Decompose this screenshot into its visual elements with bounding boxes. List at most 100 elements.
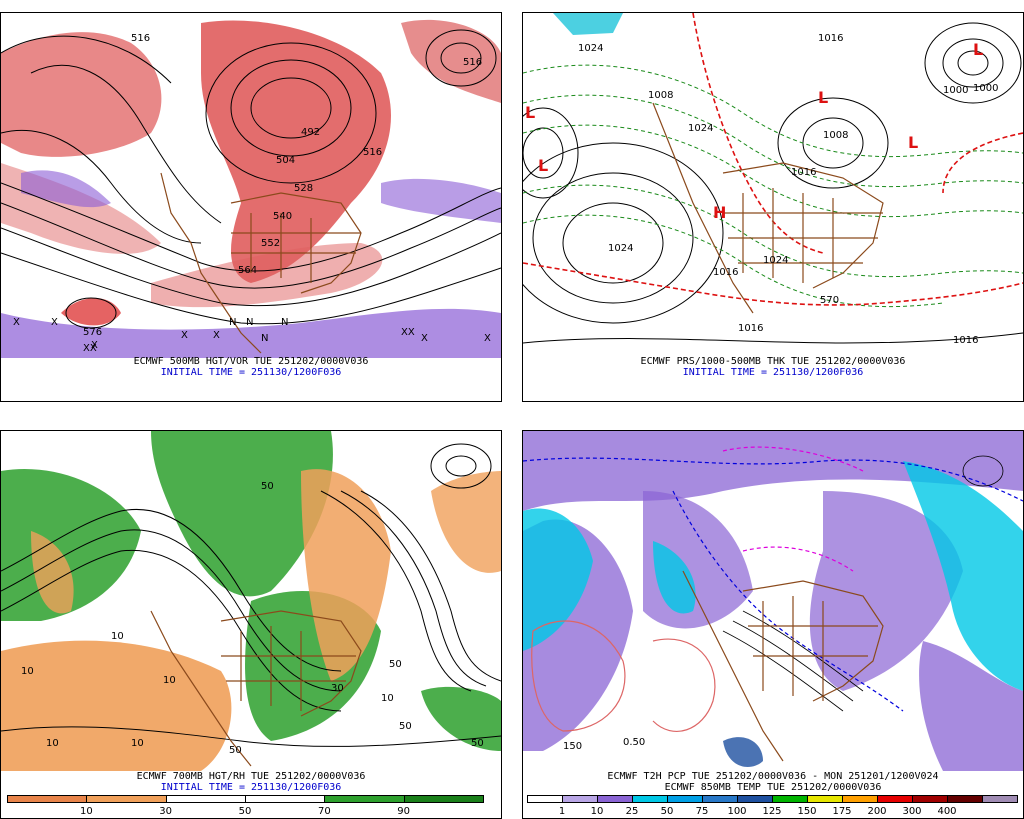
contour-label: 1016	[738, 323, 763, 334]
colorbar-label: 50	[238, 806, 252, 817]
low-pressure-marker: L	[973, 40, 983, 59]
map-precip: 150 0.50	[523, 431, 1023, 771]
contour-label: 10	[163, 675, 176, 686]
map-mslp: 1024 1024 1016 1008 1000 1008 1024 1016 …	[523, 13, 1023, 358]
map-marker: X	[421, 333, 428, 344]
contour-label: 564	[238, 265, 257, 276]
colorbar-swatch	[324, 795, 405, 803]
contour-label: 528	[294, 183, 313, 194]
low-pressure-marker: L	[525, 103, 535, 122]
map-marker: X	[484, 333, 491, 344]
contour-label: 1016	[791, 167, 816, 178]
map-marker: XX	[83, 343, 97, 354]
colorbar-swatch	[86, 795, 167, 803]
panel-title: ECMWF PRS/1000-500MB THK TUE 251202/0000…	[640, 356, 906, 367]
colorbar-label: 100	[727, 806, 747, 817]
colorbar-label: 10	[79, 806, 93, 817]
colorbar-swatch	[245, 795, 326, 803]
colorbar-label: 175	[832, 806, 852, 817]
contour-label: 50	[399, 721, 412, 732]
colorbar-label: 400	[937, 806, 957, 817]
contour-label: 50	[229, 745, 242, 756]
contour-label: 150	[563, 741, 582, 752]
contour-label: 570	[820, 295, 839, 306]
colorbar-swatch	[702, 795, 738, 803]
colorbar-swatch	[842, 795, 878, 803]
colorbar-swatch	[947, 795, 983, 803]
contour-label: 50	[471, 738, 484, 749]
precip-colorbar: 1 10 25 50 75 100 125 150 175 200 300 400	[527, 795, 1018, 817]
contour-label: 10	[46, 738, 59, 749]
colorbar-swatch	[632, 795, 668, 803]
contour-label: 1000	[973, 83, 998, 94]
contour-label: 516	[363, 147, 382, 158]
map-marker: X	[181, 330, 188, 341]
contour-label: 1024	[578, 43, 603, 54]
map-marker: N	[246, 317, 253, 328]
colorbar-label: 1	[558, 806, 566, 817]
map-marker: X	[13, 317, 20, 328]
contour-label: 10	[111, 631, 124, 642]
contour-label: 1008	[648, 90, 673, 101]
colorbar-label: 10	[590, 806, 604, 817]
contour-label: 1016	[713, 267, 738, 278]
contour-label: 516	[131, 33, 150, 44]
colorbar-label: 200	[867, 806, 887, 817]
panel-initial-time: INITIAL TIME = 251130/1200F036	[682, 367, 864, 378]
contour-label: 492	[301, 127, 320, 138]
panel-title: ECMWF 700MB HGT/RH TUE 251202/0000V036	[136, 771, 366, 782]
contour-label: 1008	[823, 130, 848, 141]
panel-precip-850-temp: 150 0.50 ECMWF T2H PCP TUE 251202/0000V0…	[522, 430, 1024, 819]
panel-500mb-hgt-vor: 516 492 504 516 528 540 552 564 576 516 …	[0, 12, 502, 402]
map-marker: N	[281, 317, 288, 328]
contour-label: 516	[463, 57, 482, 68]
colorbar-label: 25	[625, 806, 639, 817]
contour-label: 1024	[608, 243, 633, 254]
colorbar-label: 30	[159, 806, 173, 817]
colorbar-swatch	[772, 795, 808, 803]
contour-label: 50	[261, 481, 274, 492]
contour-label: 1024	[688, 123, 713, 134]
colorbar-label: 50	[660, 806, 674, 817]
contour-label: 10	[21, 666, 34, 677]
colorbar-label: 90	[397, 806, 411, 817]
colorbar-swatch	[877, 795, 913, 803]
map-marker: N	[261, 333, 268, 344]
high-pressure-marker: H	[713, 203, 726, 222]
panel-700mb-hgt-rh: 10 10 10 50 10 50 50 30 50 10 50 10 ECMW…	[0, 430, 502, 819]
colorbar-swatch	[527, 795, 563, 803]
colorbar-label: 150	[797, 806, 817, 817]
low-pressure-marker: L	[818, 88, 828, 107]
map-500mb: 516 492 504 516 528 540 552 564 576 516 …	[1, 13, 501, 358]
contour-label: 540	[273, 211, 292, 222]
contour-label: 10	[381, 693, 394, 704]
colorbar-swatch	[7, 795, 88, 803]
contour-label: 1024	[763, 255, 788, 266]
colorbar-label: 75	[695, 806, 709, 817]
colorbar-swatch	[597, 795, 633, 803]
panel-title: ECMWF T2H PCP TUE 251202/0000V036 - MON …	[607, 771, 939, 782]
colorbar-label: 70	[317, 806, 331, 817]
low-pressure-marker: L	[538, 156, 548, 175]
contour-label: 1016	[953, 335, 978, 346]
panel-subtitle: ECMWF 850MB TEMP TUE 251202/0000V036	[664, 782, 882, 793]
panel-mslp-thickness: 1024 1024 1016 1008 1000 1008 1024 1016 …	[522, 12, 1024, 402]
map-marker: X	[51, 317, 58, 328]
map-700mb: 10 10 10 50 10 50 50 30 50 10 50 10	[1, 431, 501, 771]
rh-colorbar: 10 30 50 70 90	[7, 795, 484, 817]
colorbar-swatch	[403, 795, 484, 803]
map-marker: X	[213, 330, 220, 341]
contour-label: 10	[131, 738, 144, 749]
colorbar-swatch	[737, 795, 773, 803]
contour-label: 576	[83, 327, 102, 338]
map-marker: XX	[401, 327, 415, 338]
contour-label: 1000	[943, 85, 968, 96]
colorbar-swatch	[807, 795, 843, 803]
contour-label: 30	[331, 683, 344, 694]
panel-initial-time: INITIAL TIME = 251130/1200F036	[160, 367, 342, 378]
panel-initial-time: INITIAL TIME = 251130/1200F036	[160, 782, 342, 793]
colorbar-swatch	[562, 795, 598, 803]
map-marker: X	[91, 340, 98, 351]
panel-title: ECMWF 500MB HGT/VOR TUE 251202/0000V036	[133, 356, 369, 367]
contour-label: 50	[389, 659, 402, 670]
